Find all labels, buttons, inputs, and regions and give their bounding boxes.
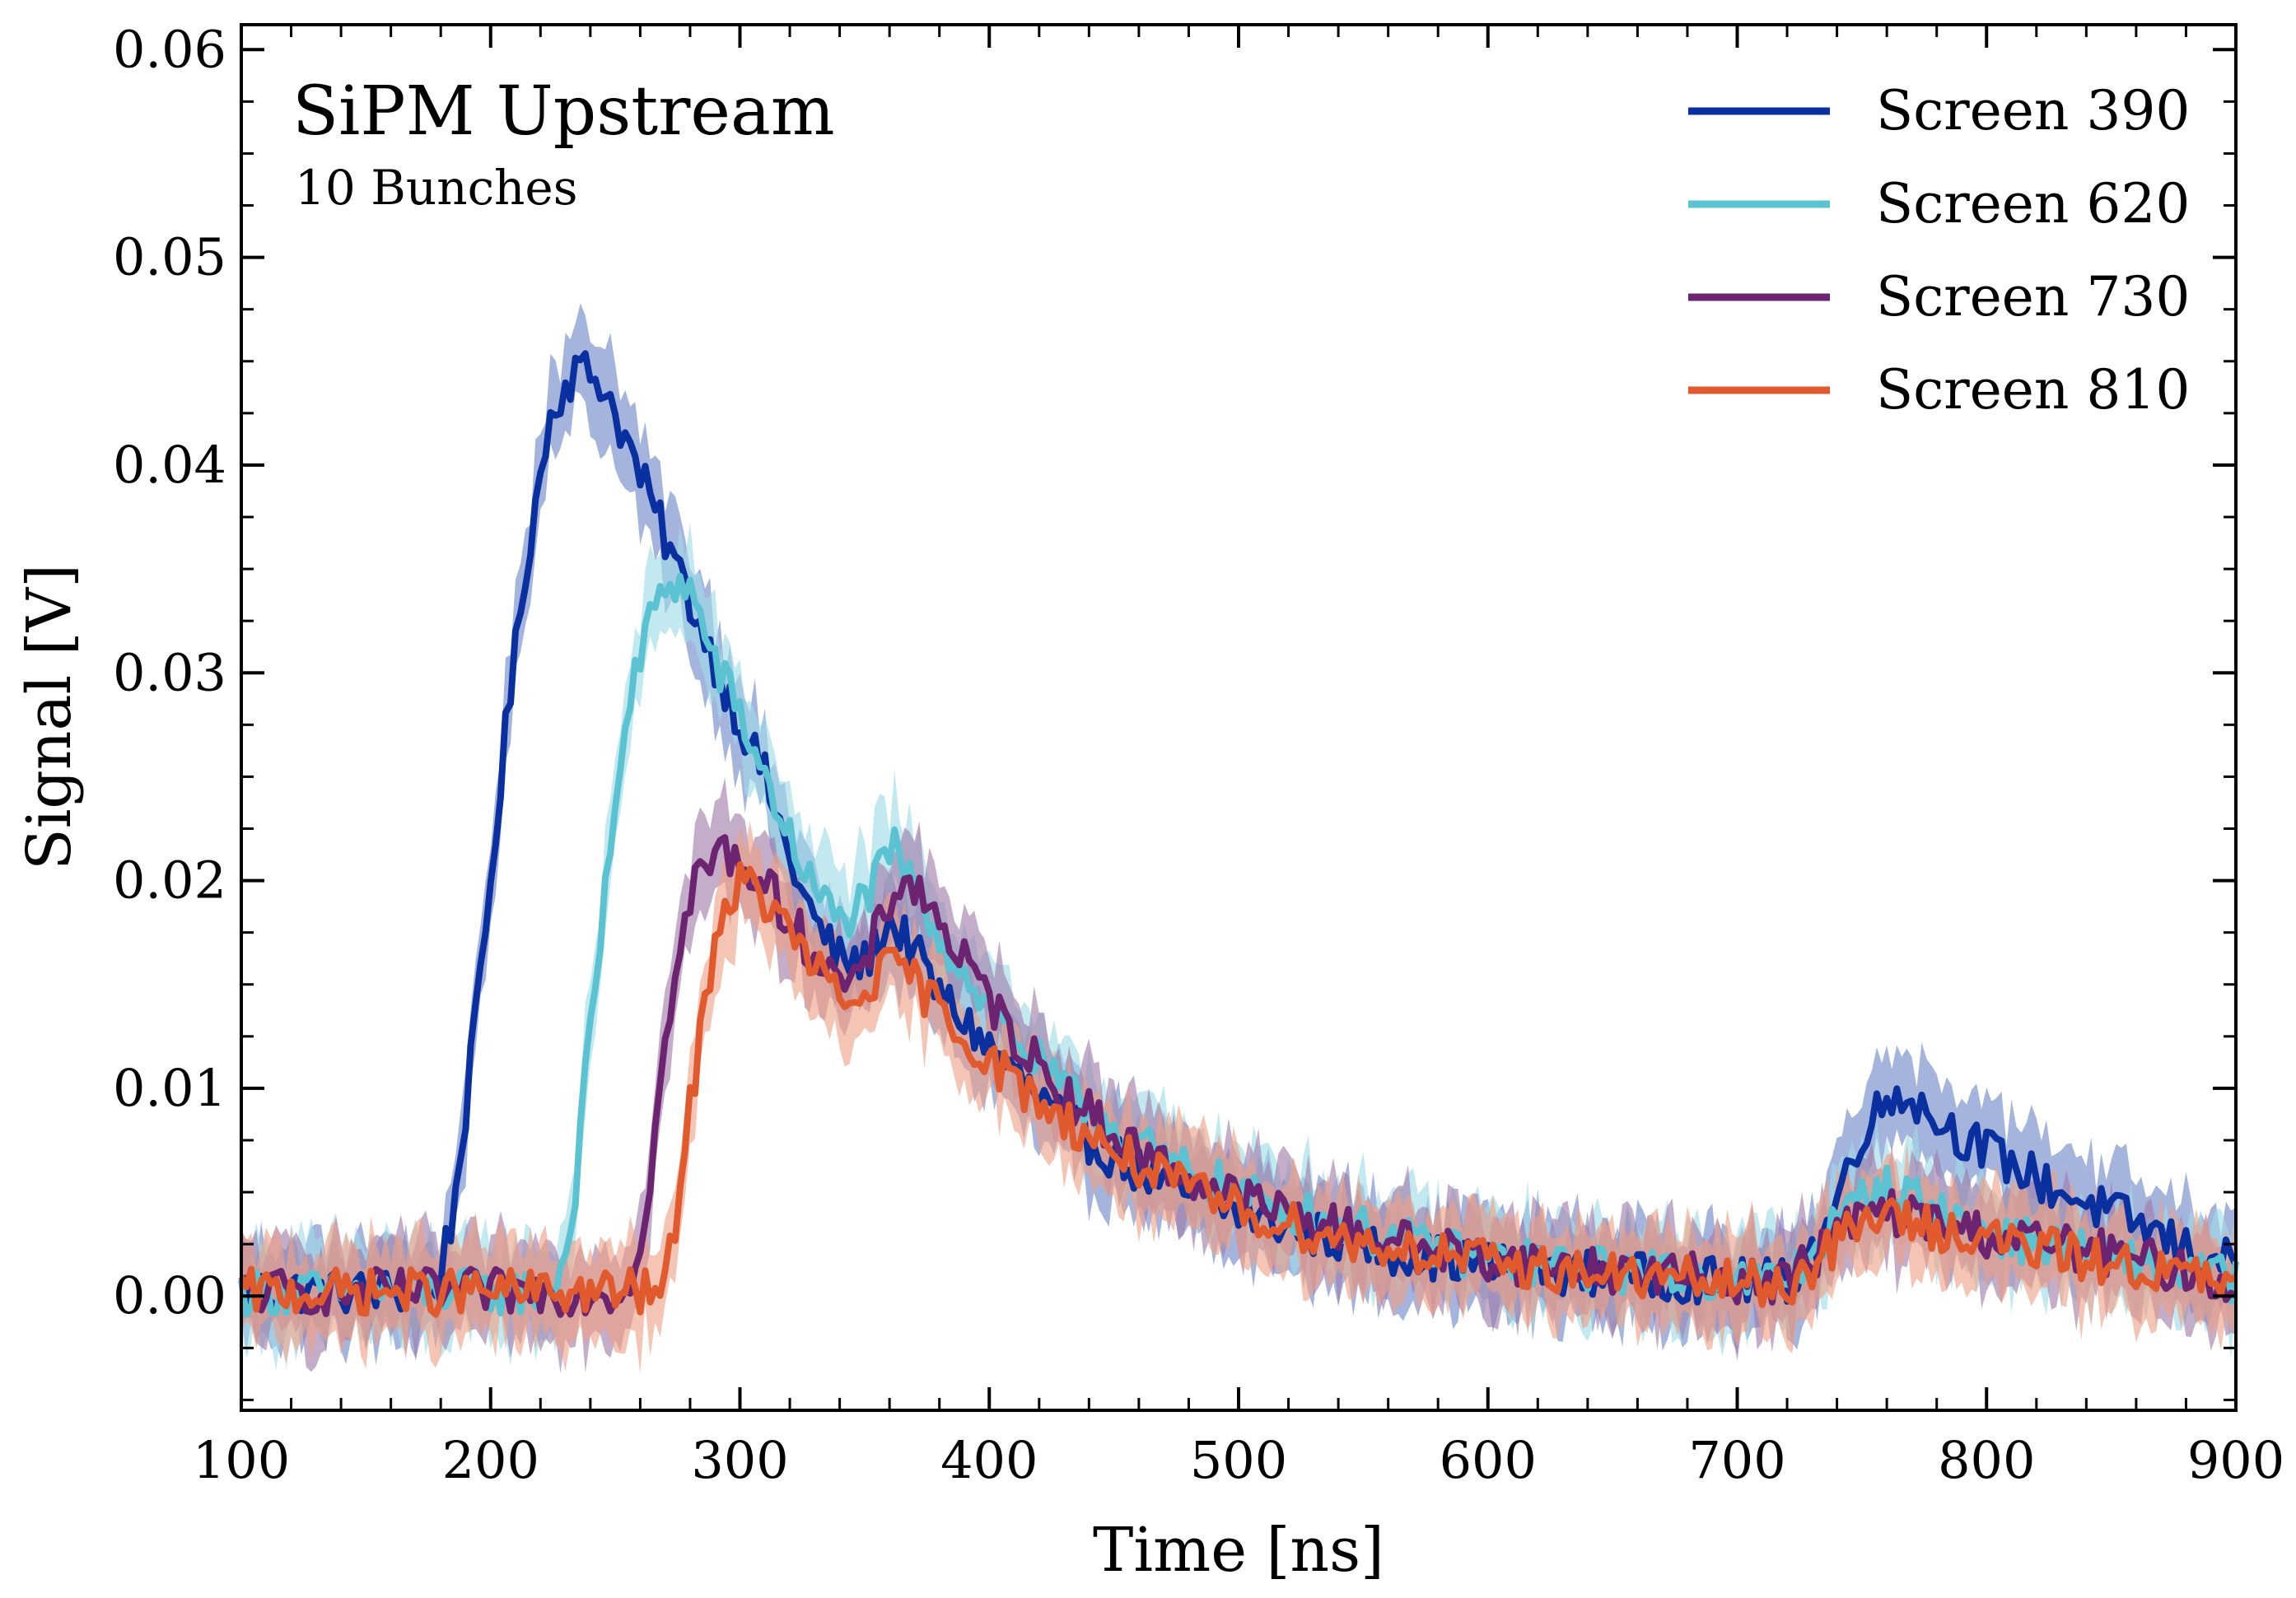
legend-label: Screen 810 — [1876, 358, 2190, 422]
x-axis-label: Time [ns] — [1093, 1515, 1384, 1586]
legend-label: Screen 620 — [1876, 172, 2190, 235]
x-tick-label: 600 — [1440, 1430, 1537, 1490]
y-tick-label: 0.04 — [113, 435, 226, 495]
y-axis-label: Signal [V] — [14, 564, 85, 870]
y-tick-label: 0.06 — [113, 19, 226, 79]
chart-title: SiPM Upstream — [292, 72, 835, 151]
chart-subtitle: 10 Bunches — [295, 160, 578, 216]
y-tick-label: 0.03 — [113, 642, 226, 702]
x-tick-label: 100 — [193, 1430, 290, 1490]
legend-label: Screen 730 — [1876, 265, 2190, 328]
y-tick-label: 0.00 — [113, 1265, 226, 1325]
x-tick-label: 200 — [442, 1430, 539, 1490]
x-tick-label: 500 — [1190, 1430, 1287, 1490]
x-tick-label: 700 — [1688, 1430, 1785, 1490]
x-tick-label: 800 — [1938, 1430, 2035, 1490]
x-tick-label: 400 — [940, 1430, 1038, 1490]
series-lines — [238, 350, 2239, 1318]
y-tick-label: 0.02 — [113, 850, 226, 911]
axis-ticks: 100 200 300 400 500 600 700 800 900 0.00 0.01 0.02 0… — [113, 19, 2284, 1490]
y-tick-label: 0.01 — [113, 1058, 226, 1118]
line-screen-390 — [238, 350, 2239, 1315]
plot-frame — [240, 23, 2238, 1412]
y-tick-label: 0.05 — [113, 227, 226, 287]
line-screen-810 — [238, 861, 2238, 1318]
legend: Screen 390 Screen 620 Screen 730 Screen 810 — [1688, 79, 2190, 422]
legend-label: Screen 390 — [1876, 79, 2190, 142]
band-screen-810 — [241, 821, 2236, 1374]
x-tick-label: 300 — [691, 1430, 788, 1490]
x-tick-label: 900 — [2187, 1430, 2284, 1490]
